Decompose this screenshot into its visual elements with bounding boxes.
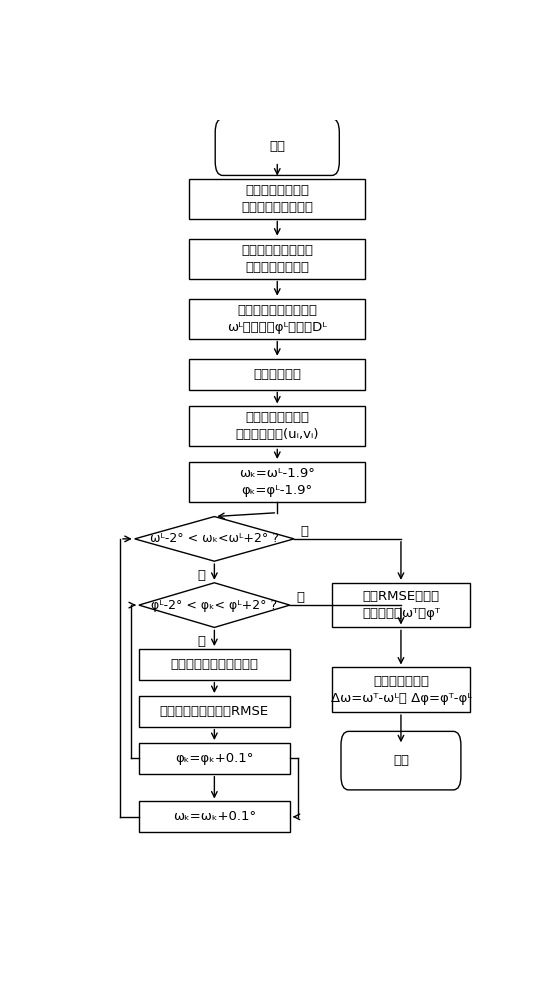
Bar [139, 696, 290, 727]
Text: 激光测距仪测量俦仰角
ωᴸ、横滚角φᴸ和斜距Dᴸ: 激光测距仪测量俦仰角 ωᴸ、横滚角φᴸ和斜距Dᴸ [227, 304, 327, 334]
Text: 是: 是 [198, 635, 206, 648]
Bar [332, 583, 470, 627]
Polygon shape [135, 517, 294, 561]
Text: 计算网格水平和垂直距离: 计算网格水平和垂直距离 [170, 658, 259, 671]
Text: 开始: 开始 [269, 140, 285, 153]
Text: 张正友法检校相机
得到内参和畚变像差: 张正友法检校相机 得到内参和畚变像差 [241, 184, 313, 214]
Text: 否: 否 [296, 591, 304, 604]
Bar [139, 743, 290, 774]
Text: 确定RMSE最小値
对应的相机ωᵀ和φᵀ: 确定RMSE最小値 对应的相机ωᵀ和φᵀ [362, 590, 440, 620]
Text: 是: 是 [198, 569, 206, 582]
Text: φₖ=φₖ+0.1°: φₖ=φₖ+0.1° [175, 752, 254, 765]
Text: 检测棋盘格内角点
的亚像素坐标(uᵢ,vᵢ): 检测棋盘格内角点 的亚像素坐标(uᵢ,vᵢ) [235, 411, 319, 441]
Text: 否: 否 [300, 525, 308, 538]
Bar [189, 462, 365, 502]
Text: ωₖ=ωₖ+0.1°: ωₖ=ωₖ+0.1° [173, 810, 256, 823]
Text: 计算相机偏心角
Δω=ωᵀ-ωᴸ， Δφ=φᵀ-φᴸ: 计算相机偏心角 Δω=ωᵀ-ωᴸ， Δφ=φᵀ-φᴸ [331, 675, 471, 705]
FancyBboxPatch shape [215, 118, 339, 175]
Bar [332, 667, 470, 712]
Bar [189, 239, 365, 279]
Text: φᴸ-2° < φₖ< φᴸ+2° ?: φᴸ-2° < φₖ< φᴸ+2° ? [151, 599, 278, 612]
Text: 图像畚变校正: 图像畚变校正 [253, 368, 301, 381]
Text: 结束: 结束 [393, 754, 409, 767]
Bar [189, 179, 365, 219]
Text: ωₖ=ωᴸ-1.9°
φₖ=φᴸ-1.9°: ωₖ=ωᴸ-1.9° φₖ=φᴸ-1.9° [239, 467, 315, 497]
Bar [189, 299, 365, 339]
Bar [189, 359, 365, 389]
Text: 统计网格距离测量的RMSE: 统计网格距离测量的RMSE [160, 705, 269, 718]
Bar [139, 649, 290, 680]
Text: 相机拍摄水平放置的
棋盘格标定板图像: 相机拍摄水平放置的 棋盘格标定板图像 [241, 244, 313, 274]
Bar [139, 801, 290, 832]
Text: ωᴸ-2° < ωₖ<ωᴸ+2° ?: ωᴸ-2° < ωₖ<ωᴸ+2° ? [150, 532, 279, 545]
FancyBboxPatch shape [341, 731, 461, 790]
Polygon shape [139, 583, 290, 627]
Bar [189, 406, 365, 446]
